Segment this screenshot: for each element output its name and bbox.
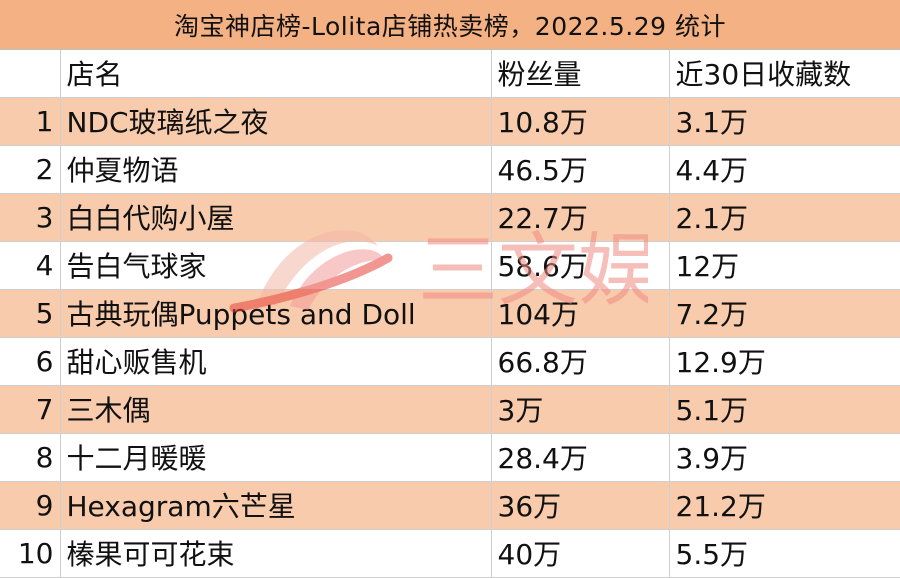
fans-cell: 40万 (491, 529, 670, 578)
table-row: 6 甜心贩售机 66.8万 12.9万 (0, 337, 900, 386)
fans-cell: 66.8万 (491, 337, 670, 386)
table-row: 9 Hexagram六芒星 36万 21.2万 (0, 481, 900, 530)
column-header-index (0, 50, 61, 98)
rank-cell: 2 (0, 145, 61, 194)
shop-name-cell: NDC玻璃纸之夜 (60, 97, 492, 146)
fans-cell: 46.5万 (491, 145, 670, 194)
favorites-cell: 7.2万 (669, 289, 900, 338)
ranking-table: 店名 粉丝量 近30日收藏数 1 NDC玻璃纸之夜 10.8万 3.1万 2 仲… (0, 50, 900, 578)
favorites-cell: 5.5万 (669, 529, 900, 578)
shop-name-cell: 告白气球家 (60, 241, 492, 290)
favorites-cell: 3.1万 (669, 97, 900, 146)
fans-cell: 10.8万 (491, 97, 670, 146)
table-row: 8 十二月暖暖 28.4万 3.9万 (0, 433, 900, 482)
column-header-favorites: 近30日收藏数 (669, 50, 900, 98)
shop-name-cell: 三木偶 (60, 385, 492, 434)
rank-cell: 9 (0, 481, 61, 530)
fans-cell: 58.6万 (491, 241, 670, 290)
column-header-shop-name: 店名 (60, 50, 492, 98)
header-row: 店名 粉丝量 近30日收藏数 (0, 50, 900, 98)
fans-cell: 28.4万 (491, 433, 670, 482)
shop-name-cell: Hexagram六芒星 (60, 481, 492, 530)
fans-cell: 3万 (491, 385, 670, 434)
favorites-cell: 5.1万 (669, 385, 900, 434)
table-row: 10 榛果可可花束 40万 5.5万 (0, 529, 900, 578)
favorites-cell: 2.1万 (669, 193, 900, 242)
favorites-cell: 12万 (669, 241, 900, 290)
table-row: 7 三木偶 3万 5.1万 (0, 385, 900, 434)
table-title: 淘宝神店榜-Lolita店铺热卖榜，2022.5.29 统计 (0, 0, 900, 50)
table-row: 2 仲夏物语 46.5万 4.4万 (0, 145, 900, 194)
rank-cell: 4 (0, 241, 61, 290)
table-row: 1 NDC玻璃纸之夜 10.8万 3.1万 (0, 97, 900, 146)
fans-cell: 22.7万 (491, 193, 670, 242)
shop-name-cell: 仲夏物语 (60, 145, 492, 194)
rank-cell: 5 (0, 289, 61, 338)
fans-cell: 36万 (491, 481, 670, 530)
fans-cell: 104万 (491, 289, 670, 338)
column-header-fans: 粉丝量 (491, 50, 670, 98)
table-row: 5 古典玩偶Puppets and Doll 104万 7.2万 (0, 289, 900, 338)
shop-name-cell: 古典玩偶Puppets and Doll (60, 289, 492, 338)
rank-cell: 7 (0, 385, 61, 434)
favorites-cell: 12.9万 (669, 337, 900, 386)
favorites-cell: 4.4万 (669, 145, 900, 194)
rank-cell: 8 (0, 433, 61, 482)
table-row: 3 白白代购小屋 22.7万 2.1万 (0, 193, 900, 242)
rank-cell: 3 (0, 193, 61, 242)
table-row: 4 告白气球家 58.6万 12万 (0, 241, 900, 290)
shop-name-cell: 白白代购小屋 (60, 193, 492, 242)
shop-name-cell: 甜心贩售机 (60, 337, 492, 386)
shop-name-cell: 榛果可可花束 (60, 529, 492, 578)
favorites-cell: 21.2万 (669, 481, 900, 530)
favorites-cell: 3.9万 (669, 433, 900, 482)
shop-name-cell: 十二月暖暖 (60, 433, 492, 482)
rank-cell: 1 (0, 97, 61, 146)
rank-cell: 10 (0, 529, 61, 578)
rank-cell: 6 (0, 337, 61, 386)
